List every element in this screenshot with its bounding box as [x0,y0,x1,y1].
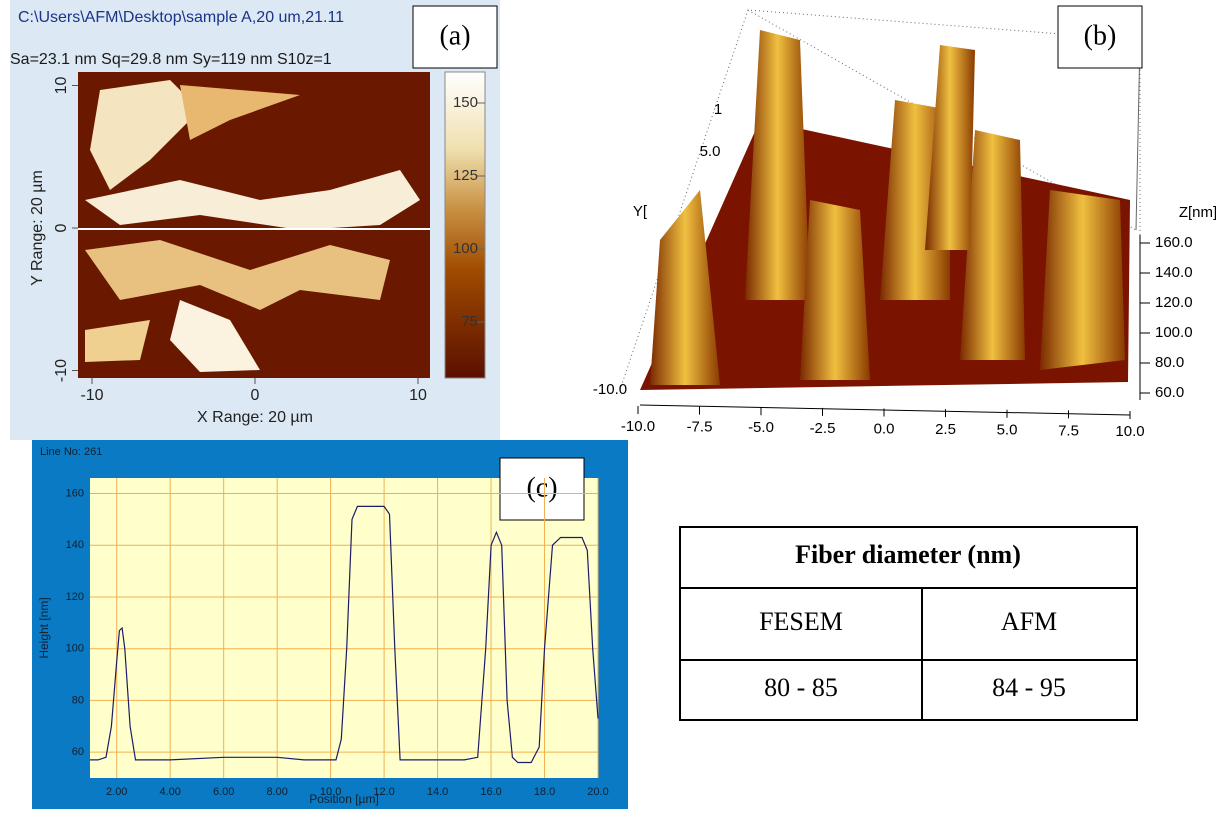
y-tick-label: 80 [72,694,84,706]
roughness-stats: Sa=23.1 nm Sq=29.8 nm Sy=119 nm S10z=1 [10,51,332,68]
panel-a: (a) C:\Users\AFM\Desktop\sample A,20 um,… [10,0,500,440]
x-tick-label: 2.00 [106,786,127,798]
y-tick-label: 140 [66,539,84,551]
x-tick-label: 20.0 [587,786,608,798]
surface-peak [925,45,975,250]
z-tick-label: 80.0 [1155,354,1184,371]
column-header: FESEM [759,607,843,636]
x-tick-label: 10 [409,387,427,404]
x-tick-label: 0.0 [874,420,895,437]
x-tick-label: 18.0 [534,786,555,798]
colorbar-tick-label: 75 [461,313,478,330]
z-tick-label: 100.0 [1155,324,1193,341]
y-tick-label: 5.0 [700,143,721,160]
x-tick-label: 0 [251,387,260,404]
table-cell: 80 - 85 [764,673,838,702]
page: (a) C:\Users\AFM\Desktop\sample A,20 um,… [0,0,1216,814]
y-tick-label: 160 [66,487,84,499]
y-tick-label: 0 [53,223,70,232]
panel-label: (b) [1084,20,1117,51]
surface-peak [1040,190,1125,370]
x-tick-label: -10.0 [621,418,655,435]
colorbar-tick-label: 150 [453,94,478,111]
x-tick-label: 6.00 [213,786,234,798]
panel-b: (b) Z[nm] Y[ -10.0 5.0 1 [593,6,1216,415]
y-tick-label: 100 [66,643,84,655]
y-tick-label: 120 [66,591,84,603]
y-tick-label: 60 [72,746,84,758]
y-tick-label: -10.0 [593,381,627,398]
table: Fiber diameter (nm) FESEM AFM 80 - 85 84… [680,527,1137,720]
x-tick-label: 12.0 [373,786,394,798]
colorbar-tick-label: 125 [453,167,478,184]
y-axis-label: Height [nm] [37,597,51,658]
surface-peak [745,30,810,300]
panel-label: (a) [439,20,470,51]
surface-peak [650,190,720,385]
surface-peak [800,200,870,380]
panel-label: (c) [526,472,557,503]
x-tick-label: 10.0 [320,786,341,798]
z-tick-label: 60.0 [1155,384,1184,401]
x-tick-label: 14.0 [427,786,448,798]
y-tick-label: 10 [53,77,70,95]
y-axis-label: Y Range: 20 µm [29,170,46,286]
x-tick-label: -5.0 [748,419,774,436]
x-axis-line [640,405,1130,415]
panel-c: Line No: 261 Position [µm] Height [nm] (… [32,440,628,809]
x-tick-label: 2.5 [935,421,956,438]
x-tick-label: 16.0 [480,786,501,798]
x-tick-label: 5.0 [997,422,1018,439]
column-header: AFM [1001,607,1057,636]
x-tick-label: 7.5 [1058,422,1079,439]
plot-area [90,478,598,778]
x-axis-label: X Range: 20 µm [197,409,313,426]
z-tick-label: 120.0 [1155,294,1193,311]
x-tick-label: 10.0 [1115,423,1144,440]
x-tick-label: 8.00 [266,786,287,798]
table-cell: 84 - 95 [992,673,1066,702]
x-tick-label: 4.00 [159,786,180,798]
colorbar-tick-label: 100 [453,240,478,257]
z-tick-label: 160.0 [1155,234,1193,251]
colorbar [445,72,485,378]
file-path: C:\Users\AFM\Desktop\sample A,20 um,21.1… [18,9,344,26]
y-axis-label: Y[ [633,203,648,220]
chart-title: Line No: 261 [40,446,102,458]
x-tick-label: -10 [80,387,103,404]
x-tick-label: -7.5 [687,419,713,436]
z-tick-label: 140.0 [1155,264,1193,281]
table-header: Fiber diameter (nm) [795,540,1021,569]
y-tick-label: -10 [53,359,70,382]
z-axis-label: Z[nm] [1179,204,1216,221]
x-tick-label: -2.5 [810,420,836,437]
y-tick-label: 1 [714,101,722,118]
figure: (a) C:\Users\AFM\Desktop\sample A,20 um,… [0,0,1216,809]
